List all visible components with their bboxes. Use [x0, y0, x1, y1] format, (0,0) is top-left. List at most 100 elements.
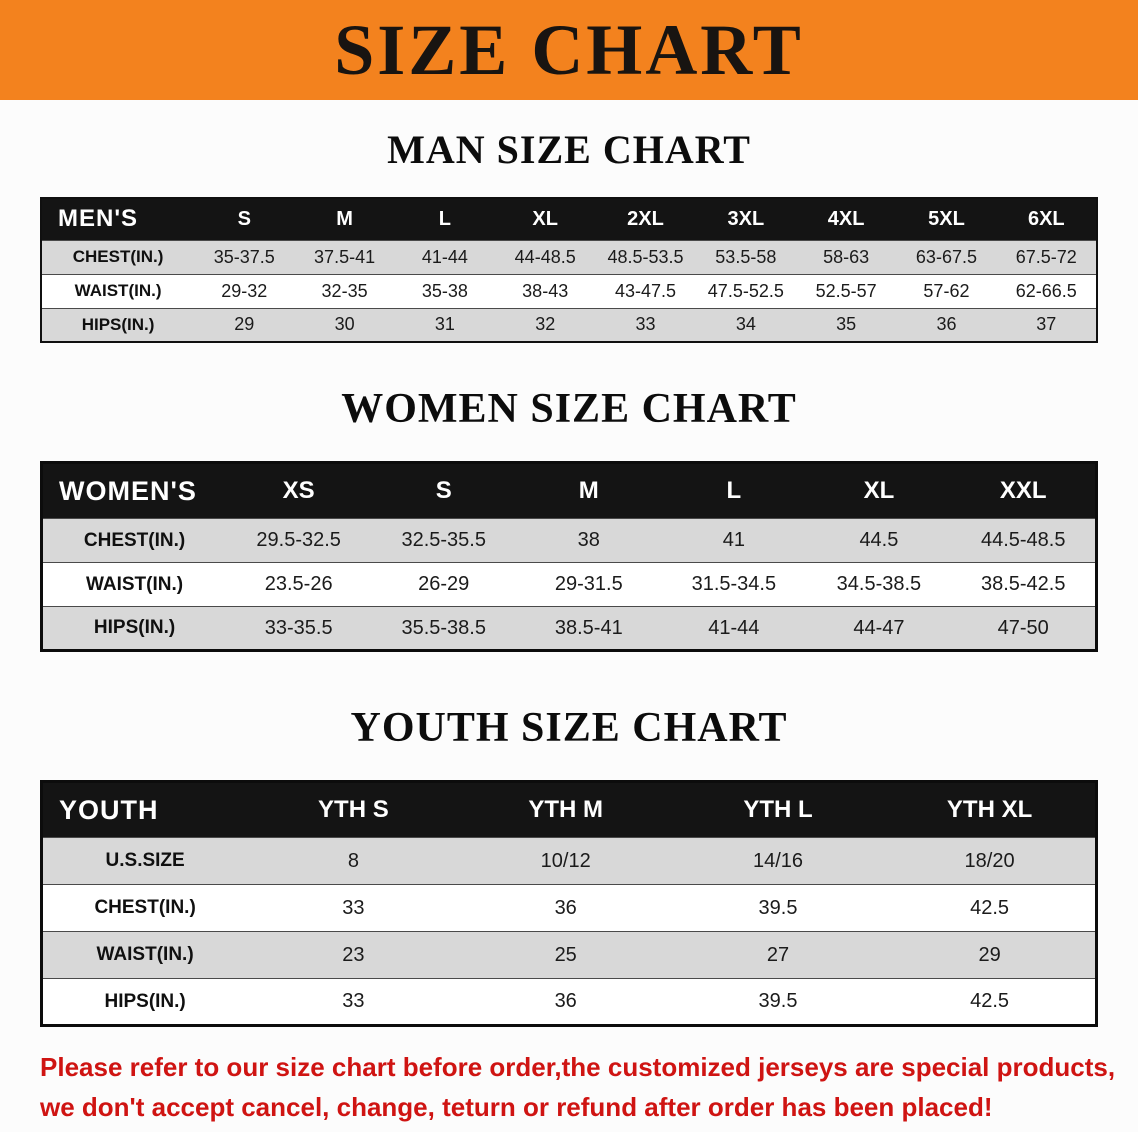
youth-section-heading: YOUTH SIZE CHART [350, 705, 788, 751]
size-value-cell: 32 [495, 307, 596, 342]
page-title: SIZE CHART [334, 9, 804, 90]
size-value-cell: 47.5-52.5 [695, 273, 796, 308]
men-section-heading: MAN SIZE CHART [387, 127, 751, 172]
size-value-cell: 29 [884, 931, 1097, 979]
size-header-cell: M [294, 198, 395, 240]
size-value-cell: 38-43 [495, 273, 596, 308]
size-value-cell: 33 [595, 307, 696, 342]
size-header-cell: YTH S [247, 781, 460, 838]
size-value-cell: 57-62 [896, 273, 997, 308]
youth-section: YOUTH SIZE CHART YOUTH YTH S YTH M YTH L YTH… [40, 652, 1098, 1027]
table-title-cell: MEN'S [41, 198, 195, 240]
row-label-cell: WAIST(IN.) [41, 273, 195, 308]
size-header-cell: S [194, 198, 295, 240]
size-value-cell: 32-35 [294, 273, 395, 308]
youth-size-table: YOUTH YTH S YTH M YTH L YTH XL U.S.SIZE 8 10/12… [40, 780, 1098, 1027]
size-header-cell: M [516, 462, 662, 519]
size-value-cell: 41-44 [661, 606, 807, 651]
table-row: WAIST(IN.) 23 25 27 29 [41, 931, 1097, 979]
size-value-cell: 63-67.5 [896, 239, 997, 274]
size-value-cell: 41-44 [394, 239, 496, 274]
size-value-cell: 14/16 [671, 837, 885, 885]
size-value-cell: 67.5-72 [996, 239, 1097, 274]
size-value-cell: 30 [294, 307, 395, 342]
size-value-cell: 62-66.5 [996, 273, 1097, 308]
content: MAN SIZE CHART MEN'S S M L XL 2XL 3XL 4XL 5XL 6XL… [0, 100, 1138, 1127]
size-value-cell: 36 [459, 978, 672, 1026]
size-value-cell: 35-37.5 [194, 239, 295, 274]
size-header-cell: 4XL [795, 198, 897, 240]
row-label-cell: U.S.SIZE [41, 837, 248, 885]
table-row: HIPS(IN.) 29 30 31 32 33 34 35 36 37 [41, 307, 1097, 342]
size-header-cell: 6XL [996, 198, 1097, 240]
disclaimer-line-2: we don't accept cancel, change, teturn o… [40, 1092, 993, 1122]
table-row: WAIST(IN.) 23.5-26 26-29 29-31.5 31.5-34.5 34… [41, 562, 1097, 607]
size-value-cell: 38.5-42.5 [951, 562, 1097, 607]
table-row: U.S.SIZE 8 10/12 14/16 18/20 [41, 837, 1097, 885]
size-value-cell: 44-47 [806, 606, 952, 651]
women-section: WOMEN SIZE CHART WOMEN'S XS S M L XL XXL CHEST(… [40, 343, 1098, 652]
size-value-cell: 37 [996, 307, 1097, 342]
size-header-cell: YTH L [671, 781, 885, 838]
size-value-cell: 29 [194, 307, 295, 342]
size-header-cell: YTH XL [884, 781, 1097, 838]
size-value-cell: 26-29 [371, 562, 517, 607]
disclaimer: Please refer to our size chart before or… [40, 1027, 1115, 1127]
table-title-cell: YOUTH [41, 781, 248, 838]
size-header-cell: XL [495, 198, 596, 240]
table-row: CHEST(IN.) 29.5-32.5 32.5-35.5 38 41 44.5 44.5… [41, 518, 1097, 563]
size-value-cell: 37.5-41 [294, 239, 395, 274]
size-header-cell: YTH M [459, 781, 672, 838]
table-header-row: WOMEN'S XS S M L XL XXL [41, 462, 1097, 519]
size-value-cell: 23 [247, 931, 460, 979]
row-label-cell: CHEST(IN.) [41, 884, 248, 932]
size-value-cell: 41 [661, 518, 807, 563]
size-value-cell: 47-50 [951, 606, 1097, 651]
size-value-cell: 53.5-58 [695, 239, 796, 274]
size-value-cell: 52.5-57 [795, 273, 897, 308]
size-value-cell: 25 [459, 931, 672, 979]
size-value-cell: 27 [671, 931, 885, 979]
row-label-cell: HIPS(IN.) [41, 978, 248, 1026]
size-value-cell: 33 [247, 884, 460, 932]
row-label-cell: HIPS(IN.) [41, 307, 195, 342]
row-label-cell: CHEST(IN.) [41, 239, 195, 274]
size-value-cell: 39.5 [671, 884, 885, 932]
size-value-cell: 29.5-32.5 [226, 518, 372, 563]
size-value-cell: 33-35.5 [226, 606, 372, 651]
women-size-table: WOMEN'S XS S M L XL XXL CHEST(IN.) 29.5-32.5 32.5… [40, 461, 1098, 652]
table-title-cell: WOMEN'S [41, 462, 227, 519]
table-row: CHEST(IN.) 35-37.5 37.5-41 41-44 44-48.5 48.5… [41, 239, 1097, 274]
women-section-heading: WOMEN SIZE CHART [341, 386, 797, 432]
table-header-row: MEN'S S M L XL 2XL 3XL 4XL 5XL 6XL [41, 198, 1097, 240]
size-value-cell: 10/12 [459, 837, 672, 885]
size-value-cell: 38 [516, 518, 662, 563]
size-value-cell: 43-47.5 [595, 273, 696, 308]
size-value-cell: 48.5-53.5 [595, 239, 696, 274]
table-header-row: YOUTH YTH S YTH M YTH L YTH XL [41, 781, 1097, 838]
size-value-cell: 44.5-48.5 [951, 518, 1097, 563]
size-value-cell: 32.5-35.5 [371, 518, 517, 563]
size-header-cell: XL [806, 462, 952, 519]
size-value-cell: 34 [695, 307, 796, 342]
table-row: WAIST(IN.) 29-32 32-35 35-38 38-43 43-47.5 47.… [41, 273, 1097, 308]
size-header-cell: 5XL [896, 198, 997, 240]
size-value-cell: 42.5 [884, 884, 1097, 932]
row-label-cell: CHEST(IN.) [41, 518, 227, 563]
size-value-cell: 36 [896, 307, 997, 342]
row-label-cell: WAIST(IN.) [41, 562, 227, 607]
size-value-cell: 29-32 [194, 273, 295, 308]
size-header-cell: XS [226, 462, 372, 519]
size-header-cell: 2XL [595, 198, 696, 240]
size-value-cell: 35-38 [394, 273, 496, 308]
size-value-cell: 44.5 [806, 518, 952, 563]
title-banner: SIZE CHART [0, 0, 1138, 100]
size-header-cell: L [661, 462, 807, 519]
size-header-cell: L [394, 198, 496, 240]
men-section: MAN SIZE CHART MEN'S S M L XL 2XL 3XL 4XL 5XL 6XL… [40, 100, 1098, 343]
size-value-cell: 18/20 [884, 837, 1097, 885]
table-row: HIPS(IN.) 33-35.5 35.5-38.5 38.5-41 41-44 44-… [41, 606, 1097, 651]
size-value-cell: 39.5 [671, 978, 885, 1026]
size-value-cell: 33 [247, 978, 460, 1026]
